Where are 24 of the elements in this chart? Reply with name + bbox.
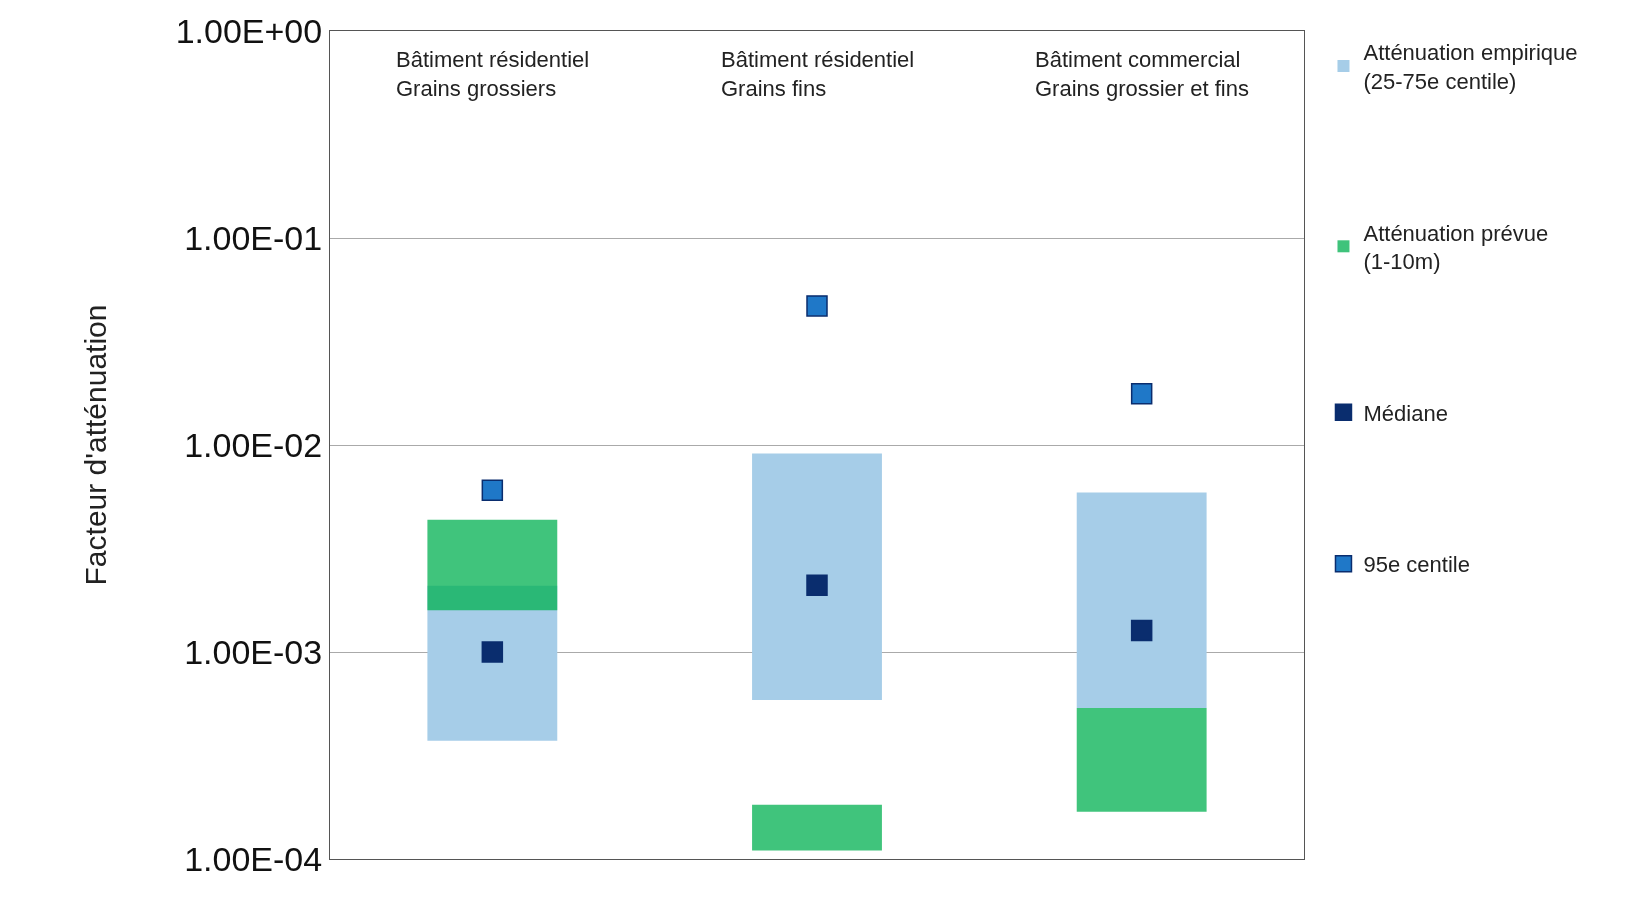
x-tick-label: Bâtiment résidentiel Grains fins [721, 47, 915, 101]
x-tick-label: Bâtiment commercial Grains grossier et fins [1035, 47, 1249, 101]
bar [427, 519, 558, 611]
y-tick-label: 1.00E-02 [184, 425, 323, 464]
y-axis-title: Facteur d'atténuation [78, 304, 112, 586]
point [481, 641, 504, 663]
y-tick-label: 1.00E+00 [175, 11, 323, 50]
legend-label: Atténuation empirique (25-75e centile) [1363, 40, 1578, 94]
x-tick-label: Bâtiment résidentiel Grains grossiers [396, 47, 590, 101]
legend-label: Médiane [1363, 400, 1448, 426]
point [1130, 382, 1153, 405]
point [481, 479, 504, 501]
bar [1076, 708, 1207, 812]
point [1130, 619, 1153, 642]
point [806, 295, 828, 317]
bar [752, 804, 882, 851]
y-tick-label: 1.00E-03 [184, 632, 323, 671]
bar [1076, 492, 1207, 709]
y-tick-label: 1.00E-01 [184, 218, 323, 257]
y-tick-label: 1.00E-04 [184, 839, 323, 878]
legend-label: 95e centile [1363, 552, 1470, 578]
bar [752, 453, 882, 701]
legend-label: Atténuation prévue (1-10m) [1363, 220, 1549, 275]
point [806, 574, 828, 597]
